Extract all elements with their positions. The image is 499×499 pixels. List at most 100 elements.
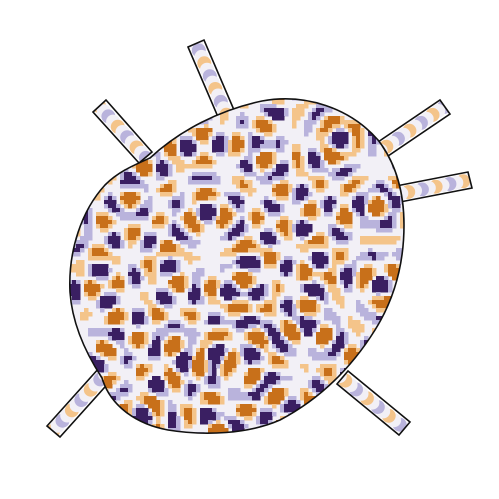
wave-cell (184, 284, 189, 289)
wave-cell (360, 340, 365, 345)
wave-cell (148, 280, 153, 285)
wave-cell (136, 432, 141, 434)
wave-cell (392, 376, 397, 381)
wave-cell (296, 316, 301, 321)
wave-cell (288, 352, 293, 357)
wave-cell (348, 168, 353, 173)
wave-cell (72, 432, 77, 434)
wave-cell (264, 240, 269, 245)
wave-cell (204, 132, 209, 137)
wave-cell (264, 248, 269, 253)
wave-cell (260, 156, 265, 161)
wave-cell (160, 288, 165, 293)
wave-cell (380, 328, 385, 333)
wave-cell (192, 240, 197, 245)
wave-cell (164, 376, 169, 381)
wave-cell (188, 236, 193, 241)
wave-cell (244, 336, 249, 341)
wave-cell (256, 124, 261, 129)
wave-cell (272, 104, 277, 109)
wave-cell (388, 364, 393, 369)
wave-cell (344, 152, 349, 157)
wave-cell (69, 144, 73, 149)
wave-cell (400, 216, 404, 221)
wave-cell (164, 328, 169, 333)
wave-cell (312, 180, 317, 185)
wave-cell (300, 324, 305, 329)
wave-cell (240, 116, 245, 121)
wave-cell (172, 288, 177, 293)
wave-cell (148, 416, 153, 421)
wave-cell (400, 160, 404, 165)
wave-cell (196, 288, 201, 293)
wave-cell (344, 136, 349, 141)
wave-cell (192, 368, 197, 373)
wave-cell (276, 220, 281, 225)
wave-cell (324, 396, 329, 401)
wave-cell (64, 156, 69, 161)
wave-cell (156, 172, 161, 177)
wave-cell (260, 220, 265, 225)
wave-cell (380, 276, 385, 281)
wave-cell (332, 280, 337, 285)
wave-cell (140, 320, 145, 325)
wave-cell (224, 356, 229, 361)
wave-cell (340, 280, 345, 285)
wave-cell (388, 196, 393, 201)
wave-cell (96, 164, 101, 169)
wave-cell (276, 356, 281, 361)
wave-cell (120, 432, 125, 434)
wave-cell (324, 148, 329, 153)
wave-cell (172, 424, 177, 429)
wave-cell (92, 288, 97, 293)
wave-cell (224, 248, 229, 253)
wave-cell (116, 212, 121, 217)
wave-cell (248, 408, 253, 413)
wave-cell (88, 128, 93, 133)
wave-cell (244, 332, 249, 337)
wave-cell (260, 332, 265, 337)
wave-cell (380, 240, 385, 245)
wave-cell (284, 340, 289, 345)
wave-cell (180, 312, 185, 317)
wave-cell (256, 296, 261, 301)
wave-cell (344, 396, 349, 401)
wave-cell (384, 316, 389, 321)
wave-cell (240, 196, 245, 201)
wave-cell (372, 208, 377, 213)
wave-cell (284, 300, 289, 305)
wave-cell (188, 140, 193, 145)
wave-cell (300, 272, 305, 277)
wave-cell (192, 320, 197, 325)
wave-cell (168, 348, 173, 353)
wave-cell (232, 252, 237, 257)
wave-cell (260, 212, 265, 217)
wave-cell (168, 98, 173, 101)
wave-cell (408, 156, 413, 161)
wave-cell (392, 108, 397, 113)
wave-cell (120, 388, 125, 393)
wave-cell (340, 136, 345, 141)
wave-cell (96, 332, 101, 337)
wave-cell (352, 328, 357, 333)
wave-cell (356, 412, 361, 417)
wave-cell (388, 108, 393, 113)
wave-cell (316, 236, 321, 241)
wave-cell (276, 336, 281, 341)
wave-cell (348, 320, 353, 325)
wave-cell (140, 216, 145, 221)
wave-cell (260, 128, 265, 133)
wave-cell (72, 248, 77, 253)
wave-cell (140, 100, 145, 105)
wave-cell (88, 196, 93, 201)
wave-cell (232, 228, 237, 233)
wave-cell (156, 356, 161, 361)
wave-cell (188, 320, 193, 325)
wave-cell (196, 352, 201, 357)
wave-cell (284, 332, 289, 337)
wave-cell (116, 300, 121, 305)
wave-cell (312, 240, 317, 245)
wave-cell (352, 112, 357, 117)
wave-cell (264, 396, 269, 401)
wave-cell (200, 136, 205, 141)
